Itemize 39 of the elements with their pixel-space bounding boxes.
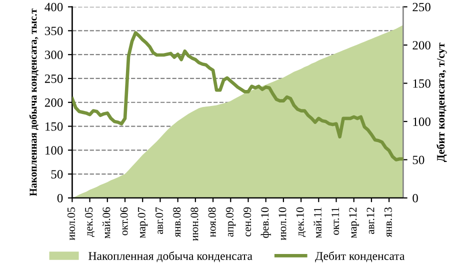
y-tick-label: 150 — [46, 122, 63, 131]
x-tick-label: июл.10 — [278, 207, 286, 240]
x-tick-label: окт.06 — [120, 207, 128, 236]
legend-label: Накопленная добыча конденсата — [88, 251, 252, 262]
x-tick-label: ноя.08 — [208, 207, 216, 238]
y-axis-title: Накопленная добыча конденсата, тыс.т — [29, 8, 38, 196]
y2-axis-title: Дебит конденсата, т/сут — [436, 42, 447, 162]
x-tick-label: авг.07 — [155, 207, 164, 234]
x-tick-label: окт.11 — [332, 208, 340, 235]
y-tick-label: 350 — [45, 26, 63, 36]
x-tick-label: янв.13 — [384, 207, 392, 238]
x-tick-label: апр.09 — [226, 207, 236, 237]
y-tick-label: 0 — [57, 194, 63, 202]
x-tick-label: июл.05 — [67, 207, 76, 240]
x-tick-label: янв.08 — [173, 207, 181, 238]
y-tick-label: 200 — [44, 98, 63, 107]
y-tick-label: 50 — [51, 170, 63, 178]
y-tick-label: 400 — [44, 2, 63, 12]
legend-label: Дебит конденсата — [315, 251, 405, 262]
x-tick-label: дек.05 — [85, 207, 95, 237]
y2-tick-label: 100 — [413, 118, 430, 126]
line-series — [72, 31, 404, 162]
x-tick-label: мар.07 — [138, 207, 148, 238]
x-tick-label: май.06 — [102, 207, 110, 238]
y-tick-label: 250 — [44, 74, 63, 83]
y-tick-label: 100 — [46, 146, 63, 155]
y-tick-label: 300 — [45, 50, 63, 60]
y2-tick-label: 50 — [412, 156, 424, 164]
x-tick-label: май.11 — [314, 208, 322, 238]
x-tick-label: мар.12 — [349, 208, 359, 238]
x-tick-label: фев.10 — [260, 207, 271, 238]
x-tick-label: дек.10 — [296, 207, 306, 237]
x-tick-label: сен.09 — [244, 207, 252, 236]
x-tick-label: июн.08 — [190, 207, 198, 241]
y2-tick-label: 150 — [413, 79, 430, 88]
x-tick-label: авг.12 — [366, 208, 374, 234]
y2-tick-label: 250 — [412, 2, 430, 12]
y2-tick-label: 200 — [412, 41, 430, 50]
y2-tick-label: 0 — [412, 194, 418, 202]
